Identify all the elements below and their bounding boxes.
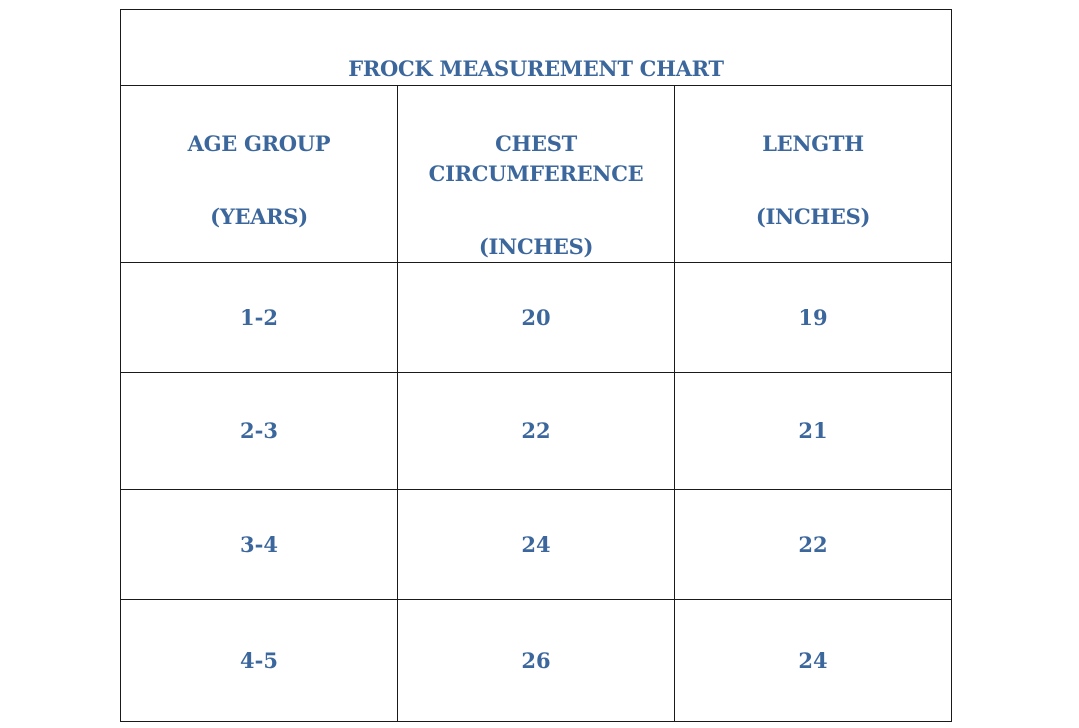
cell-chest: 20	[398, 263, 675, 372]
table-row: 2-3 22 21	[121, 373, 951, 490]
cell-chest: 22	[398, 373, 675, 489]
cell-length: 22	[675, 490, 951, 599]
cell-length: 19	[675, 263, 951, 372]
cell-chest-value: 20	[521, 304, 551, 330]
table-row: 3-4 24 22	[121, 490, 951, 600]
header-age-group: AGE GROUP (YEARS)	[121, 85, 398, 262]
cell-age: 3-4	[121, 490, 398, 599]
cell-chest-value: 26	[521, 647, 551, 673]
cell-age-value: 2-3	[240, 418, 278, 443]
cell-length-value: 22	[798, 531, 828, 557]
header-chest-line1: CHEST	[495, 131, 577, 156]
header-row: AGE GROUP (YEARS) CHEST CIRCUMFERENCE (I…	[121, 85, 951, 263]
header-chest-line3: (INCHES)	[478, 234, 594, 259]
cell-length: 21	[675, 373, 951, 489]
chart-title: FROCK MEASUREMENT CHART	[348, 56, 724, 81]
cell-age: 4-5	[121, 600, 398, 721]
header-length-line2: (INCHES)	[755, 204, 871, 229]
header-length: LENGTH (INCHES)	[675, 85, 951, 262]
measurement-chart-table: FROCK MEASUREMENT CHART AGE GROUP (YEARS…	[120, 9, 952, 722]
cell-length-value: 24	[798, 647, 828, 673]
title-row: FROCK MEASUREMENT CHART	[121, 10, 951, 86]
cell-length-value: 21	[798, 418, 828, 443]
header-length-line1: LENGTH	[762, 131, 864, 156]
cell-age-value: 3-4	[240, 531, 278, 557]
cell-length: 24	[675, 600, 951, 721]
table-row: 1-2 20 19	[121, 263, 951, 373]
header-chest-line2: CIRCUMFERENCE	[428, 161, 644, 186]
cell-length-value: 19	[798, 304, 828, 330]
cell-chest: 26	[398, 600, 675, 721]
cell-age-value: 4-5	[240, 647, 278, 673]
cell-chest-value: 22	[521, 418, 551, 443]
cell-chest: 24	[398, 490, 675, 599]
header-chest-circumference: CHEST CIRCUMFERENCE (INCHES)	[398, 85, 675, 262]
cell-age: 2-3	[121, 373, 398, 489]
header-age-line1: AGE GROUP	[187, 131, 331, 156]
header-age-line2: (YEARS)	[210, 204, 308, 229]
table-row: 4-5 26 24	[121, 600, 951, 721]
cell-age-value: 1-2	[240, 304, 278, 330]
cell-chest-value: 24	[521, 531, 551, 557]
cell-age: 1-2	[121, 263, 398, 372]
